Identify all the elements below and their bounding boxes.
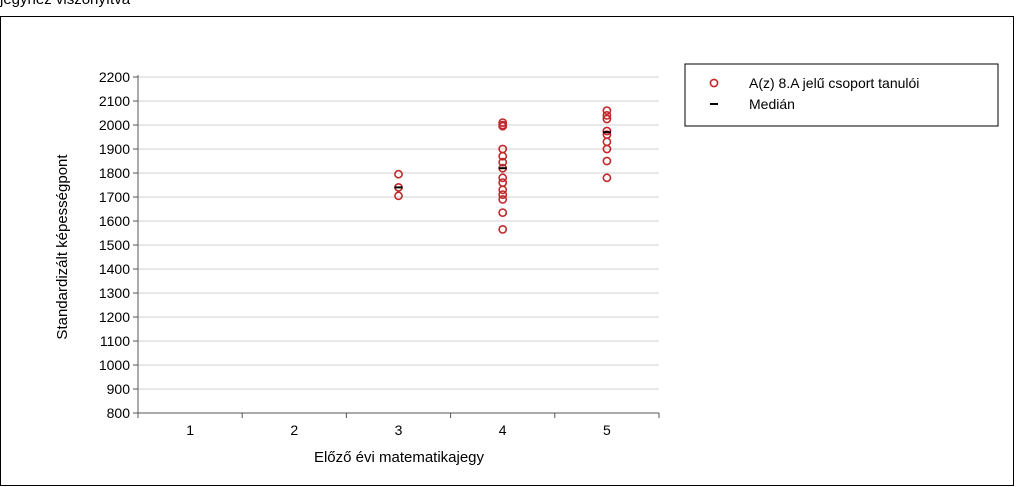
student-point xyxy=(602,111,612,120)
student-point xyxy=(498,173,508,183)
student-point xyxy=(498,190,508,199)
y-tick-label: 1800 xyxy=(99,165,130,181)
y-tick-label: 2000 xyxy=(99,117,130,133)
y-tick-label: 1200 xyxy=(99,309,130,325)
axes: 800 900 1000 1100 1200 1300 1400 1500 1600 1700 18… xyxy=(99,69,660,438)
student-point xyxy=(602,144,612,154)
x-tick-label: 1 xyxy=(186,422,194,438)
student-point xyxy=(498,151,508,161)
x-tick-label: 5 xyxy=(603,422,611,438)
student-point xyxy=(602,106,612,115)
student-point xyxy=(498,178,508,187)
student-point xyxy=(602,137,612,147)
x-tick-label: 4 xyxy=(499,422,507,438)
x-axis-title: Előző évi matematikajegy xyxy=(314,449,485,466)
scatter-chart: 800 900 1000 1100 1200 1300 1400 1500 1600 1700 18… xyxy=(54,63,999,466)
student-point xyxy=(498,185,508,195)
student-point xyxy=(602,156,612,166)
y-tick-label: 1900 xyxy=(99,141,130,157)
student-point xyxy=(602,173,612,183)
y-tick-label: 2200 xyxy=(99,69,130,85)
chart-frame: 800 900 1000 1100 1200 1300 1400 1500 1600 1700 18… xyxy=(0,16,1014,486)
grid-lines xyxy=(138,76,659,390)
y-tick-label: 1600 xyxy=(99,213,130,229)
y-tick-label: 1500 xyxy=(99,237,130,253)
y-tick-label: 1700 xyxy=(99,189,130,205)
y-axis-title: Standardizált képességpont xyxy=(54,154,71,340)
student-point xyxy=(394,191,403,201)
legend-circle-marker xyxy=(709,78,719,88)
y-tick-label: 800 xyxy=(107,405,131,421)
page-heading-fragment: jegyhez viszonyítva xyxy=(0,0,130,8)
legend-box xyxy=(684,63,999,127)
legend-label-students: A(z) 8.A jelű csoport tanulói xyxy=(749,75,919,91)
y-tick-label: 2100 xyxy=(99,93,130,109)
student-point xyxy=(394,169,403,179)
student-point xyxy=(498,194,508,204)
y-tick-label: 1000 xyxy=(99,357,130,373)
y-tick-label: 1100 xyxy=(100,333,130,349)
student-point xyxy=(498,121,508,131)
y-tick-label: 1300 xyxy=(99,285,130,301)
x-tick-label: 3 xyxy=(395,422,403,438)
legend-label-median: Medián xyxy=(749,96,795,112)
student-point xyxy=(602,114,612,124)
legend: A(z) 8.A jelű csoport tanulói Medián xyxy=(684,63,999,127)
student-point xyxy=(498,157,508,167)
data-marks xyxy=(394,106,612,234)
y-tick-label: 1400 xyxy=(99,261,130,277)
student-point xyxy=(498,208,508,217)
y-tick-label: 900 xyxy=(107,381,131,397)
x-tick-label: 2 xyxy=(290,422,298,438)
student-point xyxy=(498,224,508,234)
student-point xyxy=(602,126,612,136)
